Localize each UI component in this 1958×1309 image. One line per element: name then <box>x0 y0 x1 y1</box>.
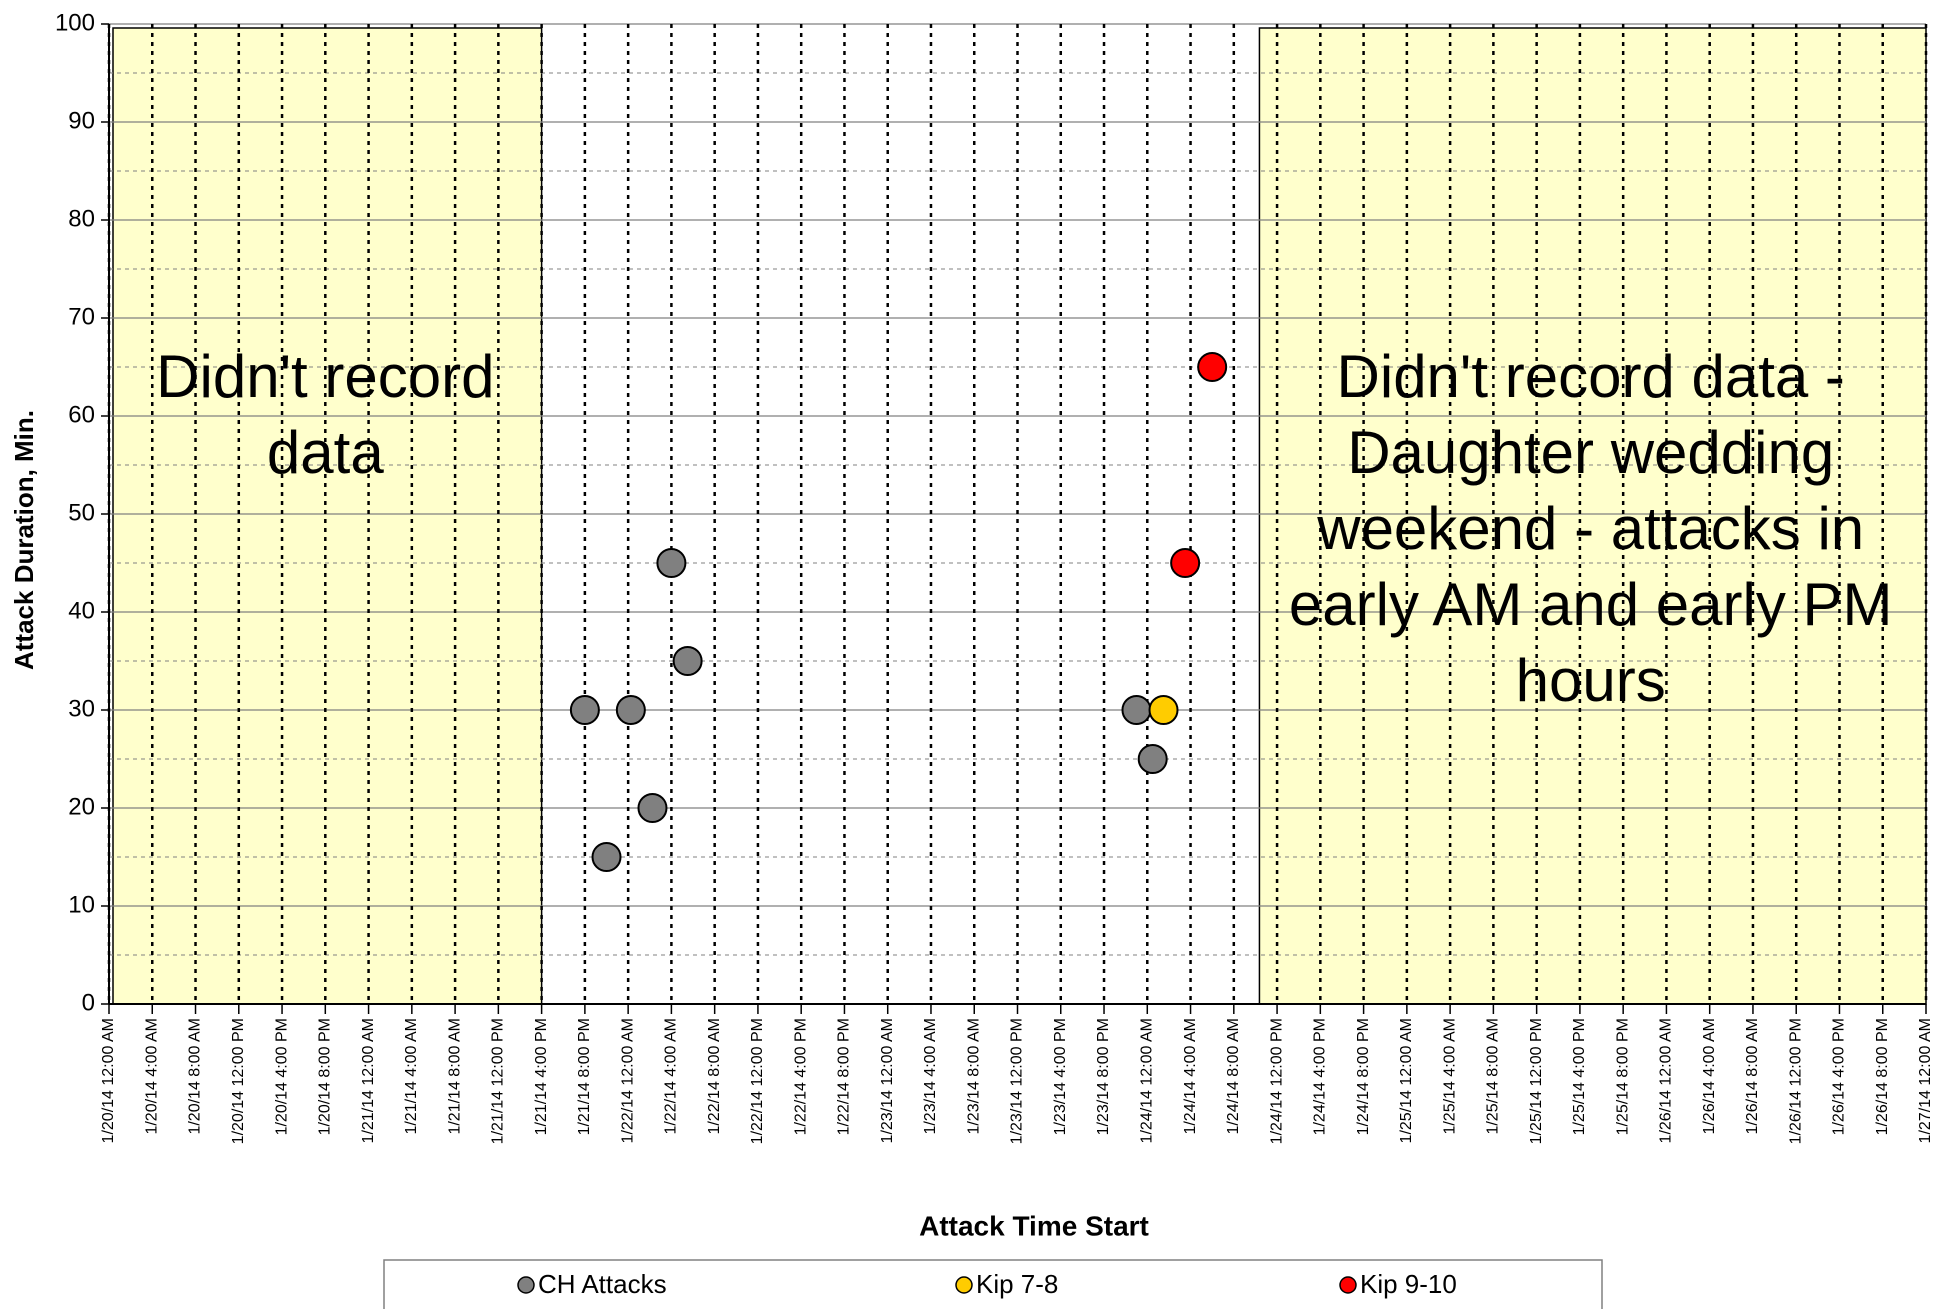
legend-marker <box>517 1276 535 1294</box>
legend-label: CH Attacks <box>538 1269 667 1299</box>
x-tick-label: 1/22/14 4:00 PM <box>792 1018 809 1135</box>
legend-box <box>383 1259 1603 1309</box>
x-tick-label: 1/22/14 4:00 AM <box>663 1018 680 1135</box>
x-tick-label: 1/26/14 12:00 AM <box>1658 1018 1675 1143</box>
annotation: early AM and early PM <box>1289 571 1893 638</box>
annotation: Didn't record <box>156 343 494 410</box>
y-tick-label: 90 <box>68 107 95 134</box>
x-tick-label: 1/23/14 8:00 AM <box>965 1018 982 1135</box>
x-tick-label: 1/23/14 4:00 PM <box>1052 1018 1069 1135</box>
data-point <box>637 793 668 823</box>
legend-marker <box>955 1276 973 1294</box>
x-tick-label: 1/24/14 12:00 AM <box>1139 1018 1156 1143</box>
data-point <box>656 548 687 578</box>
y-tick-label: 80 <box>68 205 95 232</box>
y-tick-label: 50 <box>68 499 95 526</box>
data-point <box>1137 744 1168 774</box>
x-tick-label: 1/20/14 8:00 PM <box>317 1018 334 1135</box>
x-tick-label: 1/24/14 12:00 PM <box>1268 1018 1285 1144</box>
x-tick-label: 1/22/14 8:00 PM <box>836 1018 853 1135</box>
x-tick-label: 1/21/14 12:00 PM <box>490 1018 507 1144</box>
data-point <box>672 646 703 676</box>
x-tick-label: 1/27/14 12:00 AM <box>1917 1018 1934 1143</box>
data-point <box>1148 695 1179 725</box>
x-tick-label: 1/26/14 8:00 PM <box>1874 1018 1891 1135</box>
legend-marker <box>1339 1276 1357 1294</box>
x-tick-label: 1/20/14 4:00 PM <box>273 1018 290 1135</box>
x-tick-label: 1/25/14 12:00 AM <box>1398 1018 1415 1143</box>
x-tick-label: 1/21/14 4:00 PM <box>533 1018 550 1135</box>
x-tick-label: 1/25/14 8:00 PM <box>1614 1018 1631 1135</box>
x-tick-label: 1/24/14 4:00 PM <box>1312 1018 1329 1135</box>
x-tick-label: 1/23/14 8:00 PM <box>1095 1018 1112 1135</box>
data-point <box>1197 352 1228 382</box>
data-point <box>1121 695 1152 725</box>
y-axis-title: Attack Duration, Min. <box>9 410 39 670</box>
x-tick-label: 1/25/14 8:00 AM <box>1485 1018 1502 1135</box>
data-point <box>569 695 600 725</box>
x-tick-label: 1/26/14 12:00 PM <box>1787 1018 1804 1144</box>
x-tick-label: 1/26/14 8:00 AM <box>1744 1018 1761 1135</box>
x-tick-label: 1/21/14 4:00 AM <box>403 1018 420 1135</box>
data-point <box>1170 548 1201 578</box>
y-tick-label: 0 <box>82 989 95 1016</box>
annotation: Didn't record data - <box>1337 343 1845 410</box>
legend-label: Kip 9-10 <box>1360 1269 1457 1299</box>
x-tick-label: 1/23/14 4:00 AM <box>922 1018 939 1135</box>
x-tick-label: 1/20/14 12:00 PM <box>230 1018 247 1144</box>
x-tick-label: 1/24/14 8:00 AM <box>1225 1018 1242 1135</box>
x-tick-label: 1/26/14 4:00 AM <box>1701 1018 1718 1135</box>
x-tick-label: 1/20/14 8:00 AM <box>187 1018 204 1135</box>
x-tick-label: 1/25/14 4:00 PM <box>1571 1018 1588 1135</box>
y-tick-label: 40 <box>68 597 95 624</box>
annotation: weekend - attacks in <box>1316 495 1864 562</box>
y-tick-label: 10 <box>68 891 95 918</box>
annotation: data <box>267 419 384 486</box>
x-tick-label: 1/20/14 12:00 AM <box>100 1018 117 1143</box>
data-point <box>591 842 622 872</box>
y-tick-label: 70 <box>68 303 95 330</box>
y-tick-label: 20 <box>68 793 95 820</box>
annotation: hours <box>1516 647 1666 714</box>
annotation: Daughter wedding <box>1347 419 1834 486</box>
x-tick-label: 1/22/14 12:00 PM <box>749 1018 766 1144</box>
x-tick-label: 1/21/14 8:00 PM <box>576 1018 593 1135</box>
x-tick-label: 1/26/14 4:00 PM <box>1831 1018 1848 1135</box>
x-tick-label: 1/21/14 12:00 AM <box>360 1018 377 1143</box>
data-point <box>615 695 646 725</box>
x-tick-label: 1/24/14 4:00 AM <box>1182 1018 1199 1135</box>
x-tick-label: 1/21/14 8:00 AM <box>446 1018 463 1135</box>
x-tick-label: 1/22/14 8:00 AM <box>706 1018 723 1135</box>
x-tick-label: 1/23/14 12:00 PM <box>1009 1018 1026 1144</box>
y-tick-label: 100 <box>55 9 95 36</box>
legend-label: Kip 7-8 <box>976 1269 1058 1299</box>
x-tick-label: 1/23/14 12:00 AM <box>879 1018 896 1143</box>
x-tick-label: 1/22/14 12:00 AM <box>619 1018 636 1143</box>
x-tick-label: 1/25/14 12:00 PM <box>1528 1018 1545 1144</box>
x-tick-label: 1/20/14 4:00 AM <box>143 1018 160 1135</box>
y-tick-label: 60 <box>68 401 95 428</box>
x-tick-label: 1/24/14 8:00 PM <box>1355 1018 1372 1135</box>
x-tick-label: 1/25/14 4:00 AM <box>1441 1018 1458 1135</box>
x-axis-title: Attack Time Start <box>919 1210 1149 1241</box>
shaded-region <box>112 27 543 1005</box>
y-tick-label: 30 <box>68 695 95 722</box>
